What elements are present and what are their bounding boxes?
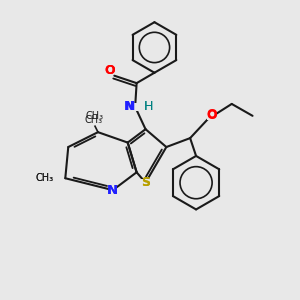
FancyBboxPatch shape: [86, 117, 103, 124]
FancyBboxPatch shape: [141, 178, 150, 187]
Text: N: N: [125, 100, 135, 113]
Text: N: N: [107, 184, 118, 197]
Text: N: N: [107, 184, 118, 197]
Text: S: S: [141, 176, 150, 189]
Text: O: O: [104, 64, 115, 76]
Text: S: S: [141, 176, 150, 190]
FancyBboxPatch shape: [130, 103, 143, 111]
FancyBboxPatch shape: [109, 186, 117, 194]
Text: CH₃: CH₃: [36, 173, 54, 183]
FancyBboxPatch shape: [35, 175, 51, 182]
Text: CH₃: CH₃: [36, 173, 54, 183]
Text: O: O: [104, 64, 115, 77]
Text: N: N: [124, 100, 134, 113]
FancyBboxPatch shape: [207, 112, 215, 120]
Text: CH₃: CH₃: [85, 115, 103, 125]
FancyBboxPatch shape: [105, 67, 113, 75]
Text: O: O: [206, 109, 217, 122]
Text: H: H: [144, 100, 153, 113]
Text: O: O: [206, 108, 217, 121]
Text: CH₃: CH₃: [85, 111, 103, 121]
Text: H: H: [143, 100, 153, 113]
